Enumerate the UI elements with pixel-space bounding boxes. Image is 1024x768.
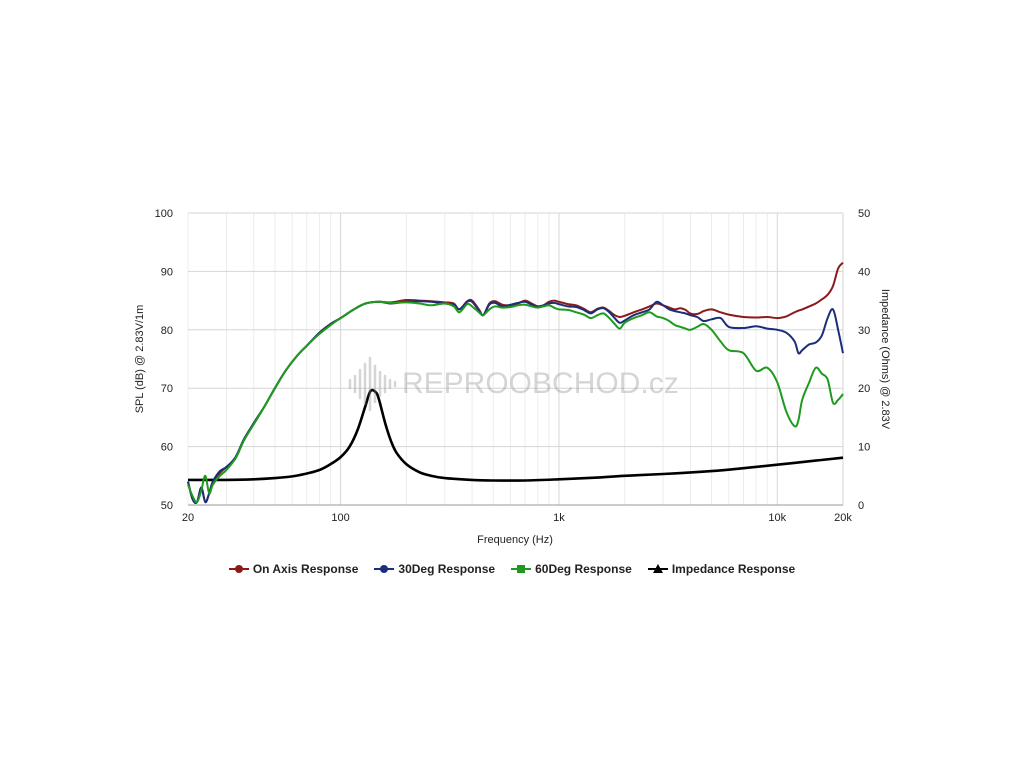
circle-marker-icon — [228, 562, 249, 576]
legend-label: 60Deg Response — [535, 562, 632, 576]
y2-tick-label: 0 — [858, 500, 864, 512]
legend-item-60deg[interactable]: 60Deg Response — [511, 562, 632, 576]
y2-tick-label: 50 — [858, 208, 870, 220]
x-tick-label: 1k — [553, 512, 565, 524]
series-line-impedance-response — [187, 388, 844, 482]
y-tick-label: 60 — [161, 442, 173, 454]
x-tick-label: 20k — [834, 512, 852, 524]
chart-ticks: 20 100 1k 10k 20k 50 60 70 80 90 100 0 10 20 30 40 50 — [155, 208, 871, 524]
y-axis-title: SPL (dB) @ 2.83V/1m — [134, 305, 146, 414]
y-tick-label: 80 — [161, 325, 173, 337]
y-tick-label: 100 — [155, 208, 173, 220]
diamond-marker-icon — [374, 562, 395, 576]
y2-axis-title: Impedance (Ohms) @ 2.83V — [879, 289, 891, 430]
chart-grid — [187, 212, 844, 506]
legend-item-impedance[interactable]: Impedance Response — [647, 562, 796, 576]
legend-item-on-axis[interactable]: On Axis Response — [228, 562, 359, 576]
x-tick-label: 10k — [768, 512, 786, 524]
y-tick-label: 70 — [161, 383, 173, 395]
legend-label: Impedance Response — [671, 562, 796, 576]
x-tick-label: 20 — [182, 512, 194, 524]
y-tick-label: 50 — [161, 500, 173, 512]
y2-tick-label: 40 — [858, 266, 870, 278]
y2-tick-label: 30 — [858, 325, 870, 337]
chart-legend: On Axis Response 30Deg Response 60Deg Re… — [0, 562, 1024, 576]
legend-item-30deg[interactable]: 30Deg Response — [374, 562, 495, 576]
x-tick-label: 100 — [331, 512, 349, 524]
watermark-text: REPROOBCHOD.cz — [402, 367, 679, 400]
x-axis-title: Frequency (Hz) — [477, 534, 553, 546]
square-marker-icon — [511, 562, 532, 576]
legend-label: 30Deg Response — [398, 562, 496, 576]
legend-label: On Axis Response — [252, 562, 359, 576]
triangle-marker-icon — [647, 562, 668, 576]
chart-series — [187, 261, 844, 504]
sound-wave-icon — [348, 356, 397, 412]
y2-tick-label: 20 — [858, 383, 870, 395]
series-line-60deg-response — [187, 300, 844, 504]
y-tick-label: 90 — [161, 266, 173, 278]
y2-tick-label: 10 — [858, 442, 870, 454]
watermark: REPROOBCHOD.cz — [346, 356, 679, 412]
